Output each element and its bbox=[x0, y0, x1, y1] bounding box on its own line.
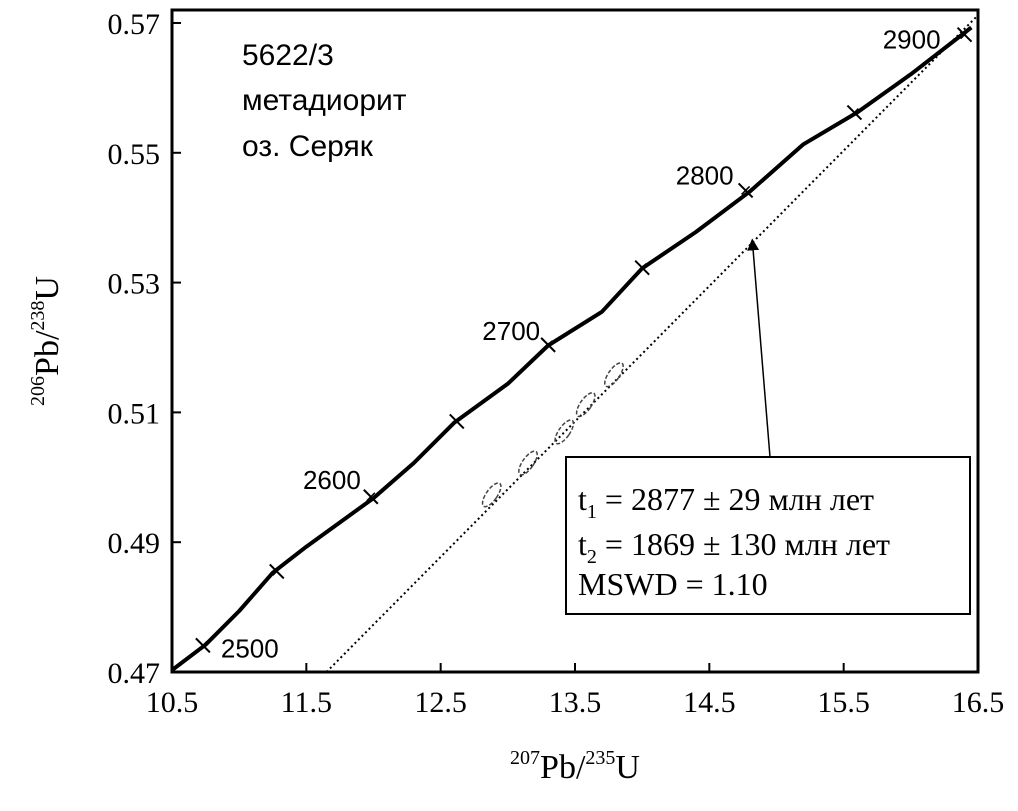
y-tick-label: 0.55 bbox=[108, 138, 161, 171]
age-label: 2900 bbox=[883, 25, 941, 55]
age-label: 2600 bbox=[303, 465, 361, 495]
age-label: 2800 bbox=[676, 160, 734, 190]
data-ellipse bbox=[575, 391, 596, 418]
x-tick-label: 13.5 bbox=[549, 686, 602, 719]
y-tick-label: 0.47 bbox=[108, 657, 161, 690]
data-ellipse bbox=[554, 419, 575, 445]
age-tick-mark bbox=[849, 108, 859, 118]
y-tick-label: 0.49 bbox=[108, 527, 161, 560]
concordia-curve bbox=[170, 25, 973, 672]
x-ticks: 10.5 11.5 12.5 13.5 14.5 15.5 16.5 bbox=[146, 663, 1005, 719]
pointer-arrow bbox=[747, 238, 771, 458]
age-tick-mark bbox=[366, 492, 376, 502]
age-tick-mark bbox=[741, 185, 751, 195]
result-box-frame bbox=[565, 456, 971, 615]
age-ticks: 2500 2600 2700 2800 2900 bbox=[195, 25, 973, 663]
x-tick-label: 11.5 bbox=[281, 686, 332, 719]
x-tick-label: 16.5 bbox=[952, 686, 1005, 719]
age-tick-mark bbox=[543, 340, 553, 350]
data-ellipses bbox=[481, 362, 624, 508]
t2-text: t2 = 1869 ± 130 млн лет bbox=[578, 526, 890, 568]
x-axis-label: 207Pb/235U bbox=[510, 747, 640, 786]
t1-text: t1 = 2877 ± 29 млн лет bbox=[578, 481, 874, 523]
x-tick-label: 15.5 bbox=[817, 686, 870, 719]
locality: оз. Серяк bbox=[242, 130, 374, 163]
data-ellipse bbox=[518, 450, 538, 476]
age-tick-mark bbox=[452, 416, 462, 427]
x-tick-label: 10.5 bbox=[146, 686, 199, 719]
data-ellipse bbox=[481, 482, 502, 508]
x-tick-label: 12.5 bbox=[414, 686, 467, 719]
y-tick-label: 0.57 bbox=[108, 8, 161, 41]
x-tick-label: 14.5 bbox=[683, 686, 736, 719]
mswd-text: MSWD = 1.10 bbox=[578, 566, 768, 602]
age-label: 2500 bbox=[221, 633, 279, 663]
discordia-line bbox=[325, 14, 979, 673]
y-tick-label: 0.53 bbox=[108, 268, 161, 301]
data-ellipse bbox=[603, 362, 624, 388]
y-axis-label: 206Pb/238U bbox=[27, 276, 66, 406]
sample-id: 5622/3 bbox=[242, 39, 334, 72]
y-tick-label: 0.51 bbox=[108, 397, 161, 430]
rock-type: метадиорит bbox=[242, 84, 407, 117]
y-ticks: 0.47 0.49 0.51 0.53 0.55 0.57 bbox=[108, 8, 181, 690]
age-label: 2700 bbox=[482, 316, 540, 346]
sample-label: 5622/3 метадиорит оз. Серяк bbox=[242, 39, 407, 163]
age-tick-mark bbox=[637, 263, 647, 273]
age-tick-mark bbox=[198, 640, 208, 650]
age-tick-mark bbox=[272, 566, 282, 576]
concordia-line bbox=[170, 25, 973, 672]
result-box: t1 = 2877 ± 29 млн лет t2 = 1869 ± 130 м… bbox=[565, 456, 971, 615]
discordia-dotted-line bbox=[325, 14, 979, 673]
age-tick-mark bbox=[960, 30, 970, 40]
